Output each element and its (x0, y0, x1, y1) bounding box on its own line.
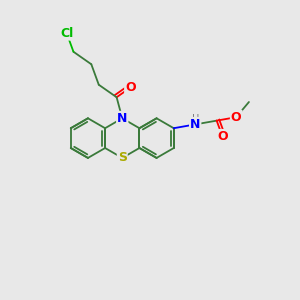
Text: S: S (118, 152, 127, 164)
Text: H: H (191, 119, 199, 129)
Text: H: H (191, 115, 199, 124)
Text: N: N (190, 118, 200, 131)
Text: O: O (231, 111, 242, 124)
Text: O: O (217, 130, 228, 143)
Text: Cl: Cl (60, 27, 73, 40)
Text: O: O (125, 81, 136, 94)
Text: N: N (117, 112, 128, 125)
